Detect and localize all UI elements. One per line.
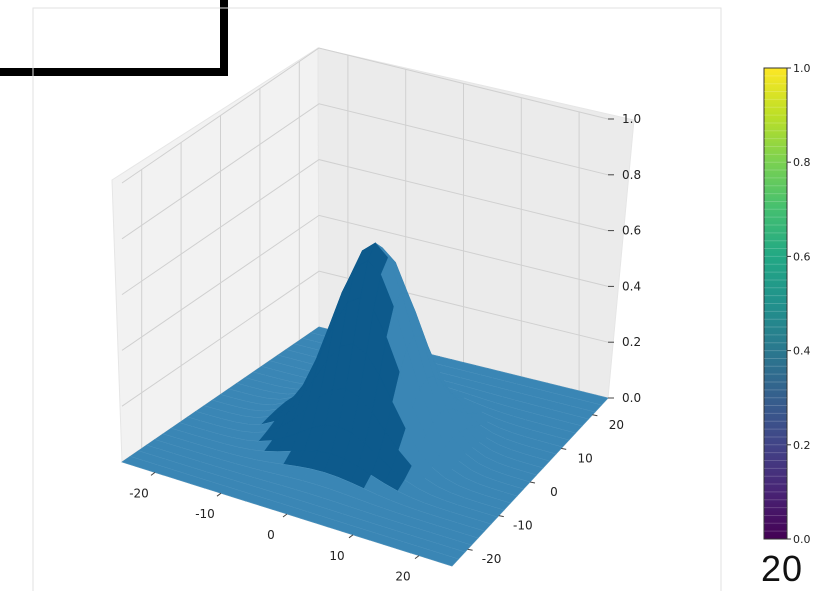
overlay-box [0, 0, 228, 76]
z-tick-label: 1.0 [622, 112, 641, 126]
y-tick-label: 10 [578, 451, 593, 465]
x-tick-mark [150, 471, 156, 476]
x-tick-mark [414, 555, 420, 559]
z-grid-line [121, 159, 609, 296]
x-tick-label: 20 [395, 570, 410, 584]
z-tick-label: 0.0 [622, 391, 641, 405]
z-tick-label: 0.8 [622, 168, 641, 182]
axis-ticks: -20 -10 0 10 20 -20 -10 0 10 20 0.0 0.2 0.4 0.6 0.8 1.0 [129, 112, 641, 584]
z-grid-line [121, 47, 609, 184]
z-grid-line [121, 270, 609, 407]
y-tick-label: -10 [513, 519, 533, 533]
y-tick-mark [498, 515, 504, 518]
y-tick-label: -20 [482, 552, 502, 566]
colorbar-tick-label: 0.0 [793, 533, 811, 546]
z-grid-line [121, 103, 609, 240]
colorbar-stripes [764, 75, 787, 532]
z-tick-label: 0.6 [622, 224, 641, 238]
colorbar-tick-label: 0.6 [793, 250, 811, 263]
y-tick-mark [592, 414, 598, 417]
x-tick-label: 0 [267, 528, 275, 542]
y-tick-mark [529, 481, 536, 484]
x-tick-mark [282, 513, 288, 518]
z-tick-label: 0.2 [622, 335, 641, 349]
x-tick-label: -20 [129, 486, 149, 500]
colorbar-tick-label: 0.4 [793, 345, 811, 358]
z-grid-line [121, 214, 609, 351]
z-tick-label: 0.4 [622, 279, 641, 293]
figure-frame [32, 7, 722, 591]
colorbar-tick-label: 1.0 [793, 62, 811, 75]
bottom-number: 20 [761, 548, 804, 589]
x-tick-label: 10 [329, 549, 344, 563]
colorbar-tick-label: 0.2 [793, 439, 811, 452]
colorbar-ticks: 0.0 0.2 0.4 0.6 0.8 1.0 [787, 62, 811, 546]
y-tick-label: 0 [550, 485, 558, 499]
colorbar [763, 67, 788, 540]
y-tick-mark [467, 548, 473, 551]
surface-mesh-line [438, 554, 459, 567]
y-tick-mark [561, 447, 567, 450]
x-tick-mark [348, 534, 354, 539]
surface [121, 242, 609, 567]
x-tick-mark [216, 492, 222, 497]
y-tick-label: 20 [609, 418, 624, 432]
colorbar-tick-label: 0.8 [793, 156, 811, 169]
x-tick-label: -10 [195, 507, 215, 521]
